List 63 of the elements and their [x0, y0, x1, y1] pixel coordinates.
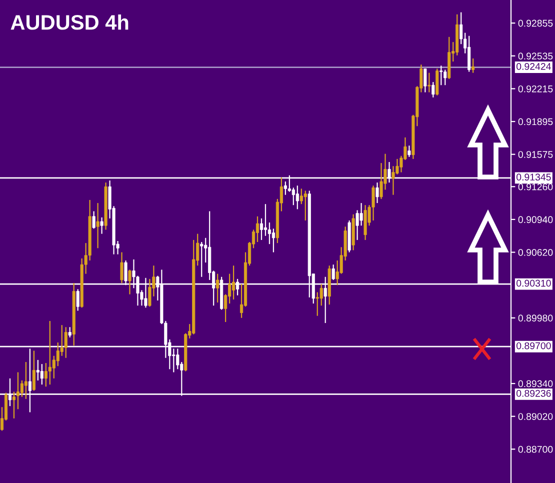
- candlestick: [436, 68, 439, 96]
- candlestick: [460, 12, 463, 45]
- candlestick: [296, 185, 299, 210]
- candlestick: [284, 180, 287, 196]
- candlestick: [468, 35, 471, 72]
- candlestick: [316, 292, 319, 316]
- ref-line-label: 0.89700: [516, 342, 551, 350]
- candlestick: [232, 265, 236, 300]
- candlestick: [256, 216, 260, 243]
- y-tick-label: 0.91895: [518, 118, 553, 126]
- candlestick: [376, 182, 379, 204]
- candlestick: [472, 58, 475, 74]
- candlestick: [48, 320, 52, 386]
- y-tick-label: 0.91260: [518, 183, 553, 190]
- y-tick-label: 0.88700: [518, 446, 553, 453]
- candlestick: [216, 273, 220, 304]
- candlestick: [428, 72, 431, 93]
- candlestick: [100, 216, 104, 234]
- candlestick: [120, 252, 124, 284]
- candlestick: [260, 218, 264, 241]
- candlestick: [32, 350, 36, 392]
- candlestick: [16, 372, 20, 410]
- candlestick: [264, 204, 268, 236]
- candlestick: [76, 288, 80, 312]
- ref-line-label: 0.92424: [516, 62, 551, 70]
- candlestick: [92, 210, 96, 230]
- candlestick: [332, 264, 335, 281]
- candlestick: [424, 68, 427, 93]
- candlestick: [304, 190, 307, 222]
- candlestick: [40, 363, 44, 386]
- candlestick: [372, 185, 375, 222]
- candlestick: [24, 361, 28, 400]
- y-tick-label: 0.89980: [518, 314, 553, 322]
- candlestick: [440, 65, 443, 86]
- candlestick: [360, 202, 363, 226]
- candlestick: [408, 145, 411, 158]
- ref-line-label: 0.89236: [516, 390, 551, 397]
- y-tick-label: 0.89340: [518, 380, 553, 388]
- candlestick: [292, 187, 295, 206]
- candlestick: [300, 188, 303, 205]
- y-tick-label: 0.90940: [518, 216, 553, 224]
- candlestick: [68, 326, 72, 338]
- ref-line-label: 0.90310: [516, 280, 551, 287]
- y-tick-label: 0.90620: [518, 249, 553, 256]
- candlestick: [268, 222, 271, 245]
- y-tick-label: 0.92535: [518, 52, 553, 60]
- candlestick: [36, 359, 40, 382]
- y-tick-label: 0.89020: [518, 413, 553, 420]
- candlestick: [444, 69, 447, 86]
- y-tick-label: 0.92855: [518, 20, 553, 27]
- candlestick: [128, 269, 132, 295]
- candlestick: [12, 391, 16, 419]
- candlestick: [44, 362, 48, 388]
- ref-line-label: 0.91345: [516, 174, 551, 181]
- candlestick: [64, 326, 68, 358]
- candlestick: [20, 380, 24, 398]
- candlestick: [200, 241, 204, 278]
- candlestick: [272, 228, 275, 253]
- y-tick-label: 0.92215: [518, 85, 553, 92]
- y-tick-label: 0.91575: [518, 151, 553, 158]
- text: AUDUSD 4h: [10, 14, 128, 30]
- candlestick: [96, 202, 100, 249]
- candlestick: [432, 81, 435, 98]
